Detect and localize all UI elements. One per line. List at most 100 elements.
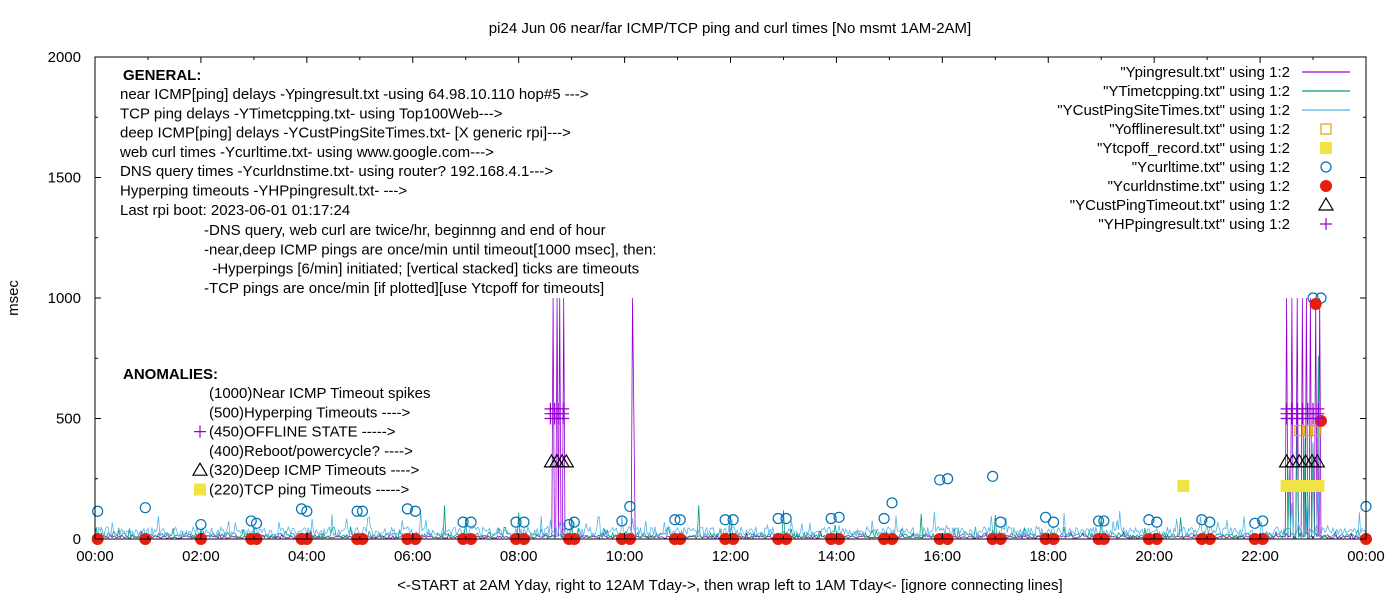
chart-title: pi24 Jun 06 near/far ICMP/TCP ping and c… [489,20,971,37]
y-axis-label: msec [5,280,22,316]
legend-label: "Ycurltime.txt" using 1:2 [1132,159,1290,176]
general-line: web curl times -Ycurltime.txt- using www… [119,144,494,161]
anomalies-header: ANOMALIES: [123,366,218,383]
data-point-5 [780,512,792,525]
legend-label: "YCustPingSiteTimes.txt" using 1:2 [1057,102,1290,119]
y-tick-label: 0 [73,531,81,548]
data-point-6 [1314,414,1327,427]
general-line: Last rpi boot: 2023-06-01 01:17:24 [120,202,350,219]
data-point-5 [139,502,151,514]
general-line: Hyperping timeouts -YHPpingresult.txt- -… [120,183,407,200]
y-tick-label: 500 [56,411,81,428]
anomaly-line: (220)TCP ping Timeouts -----> [209,482,409,499]
data-point-5 [1092,515,1105,527]
legend-swatch [1320,123,1332,135]
legend-label: "Ypingresult.txt" using 1:2 [1120,64,1290,81]
x-tick-label: 04:00 [288,548,326,565]
x-tick-label: 08:00 [500,548,538,565]
data-point-5 [1151,516,1163,528]
general-line: TCP ping delays -YTimetcpping.txt- using… [120,105,503,122]
data-point-8 [557,402,570,415]
x-tick-label: 22:00 [1241,548,1279,565]
data-point-5 [1143,514,1155,526]
legend-label: "YTimetcpping.txt" using 1:2 [1103,83,1290,100]
note-line: -TCP pings are once/min [if plotted][use… [204,280,604,297]
anomaly-marker [194,483,206,496]
data-point-5 [624,500,636,513]
x-tick-label: 12:00 [712,548,750,565]
data-point-5 [92,505,104,517]
legend-label: "YCustPingTimeout.txt" using 1:2 [1070,197,1290,214]
general-line: DNS query times -Ycurldnstime.txt- using… [120,163,553,180]
data-point-5 [1040,511,1052,523]
legend-label: "YHPpingresult.txt" using 1:2 [1098,216,1290,233]
data-point-5 [356,505,369,517]
data-point-5 [510,516,522,528]
data-point-5 [719,514,731,526]
legend-swatch [1320,142,1332,154]
anomaly-marker [191,462,209,476]
data-point-7 [1309,453,1326,468]
x-tick-label: 00:00 [76,548,114,565]
data-point-5 [1196,514,1208,526]
data-point-5 [295,503,308,515]
data-point-5 [616,515,628,527]
data-point-5 [1098,515,1110,527]
data-point-7 [558,453,575,468]
data-point-5 [1249,517,1261,529]
data-point-5 [409,505,421,517]
axis-layer: 00:00 02:00 04:00 06:00 08:00 10:00 12:00 14:00… [48,49,1385,565]
data-point-5 [465,516,477,528]
data-point-8 [1312,402,1325,415]
x-tick-label: 16:00 [924,548,962,565]
anomaly-line: (500)Hyperping Timeouts ----> [209,404,411,421]
legend-label: "Ytcpoff_record.txt" using 1:2 [1097,140,1290,157]
data-point-5 [518,516,530,528]
data-point-5 [568,516,580,528]
data-point-5 [833,511,845,523]
data-point-5 [457,516,469,528]
x-tick-label: 14:00 [818,548,856,565]
data-point-5 [245,515,257,527]
note-line: -Hyperpings [6/min] initiated; [vertical… [204,261,639,278]
data-point-5 [1047,516,1060,528]
legend-swatch [1320,161,1332,173]
general-line: deep ICMP[ping] delays -YCustPingSiteTim… [120,125,571,142]
data-point-5 [878,512,890,525]
data-point-6 [1309,298,1322,311]
data-point-5 [727,514,739,526]
legend-label: "Ycurldnstime.txt" using 1:2 [1108,178,1290,195]
data-point-5 [301,505,313,517]
anomaly-marker [194,425,206,438]
data-point-5 [669,514,681,526]
general-line: near ICMP[ping] delays -Ypingresult.txt … [120,86,589,103]
x-tick-label: 18:00 [1029,548,1067,565]
x-tick-label: 10:00 [606,548,644,565]
data-point-5 [563,518,575,531]
data-point-5 [351,505,363,517]
data-point-4 [1177,479,1190,492]
data-point-5 [674,514,686,526]
data-point-3 [1302,424,1314,437]
x-tick-label: 02:00 [182,548,220,565]
note-line: -near,deep ICMP pings are once/min until… [204,241,656,258]
data-point-5 [934,474,946,486]
legend-swatch [1320,180,1332,192]
legend-swatch [1320,218,1332,230]
data-point-3 [1294,424,1306,437]
data-point-4 [1312,479,1325,492]
anomaly-line: (320)Deep ICMP Timeouts ----> [209,462,419,479]
anomaly-line: (1000)Near ICMP Timeout spikes [209,385,430,402]
x-tick-label: 20:00 [1135,548,1173,565]
legend-swatch [1317,196,1335,211]
data-point-5 [250,517,263,529]
data-point-3 [1310,424,1322,437]
data-point-5 [994,516,1007,528]
data-point-5 [195,518,207,531]
data-point-5 [1257,515,1269,527]
legend: "Ypingresult.txt" using 1:2 "YTimetcpping… [1057,64,1350,233]
y-tick-label: 2000 [48,49,81,66]
general-header: GENERAL: [123,67,201,84]
y-tick-label: 1500 [48,170,81,187]
